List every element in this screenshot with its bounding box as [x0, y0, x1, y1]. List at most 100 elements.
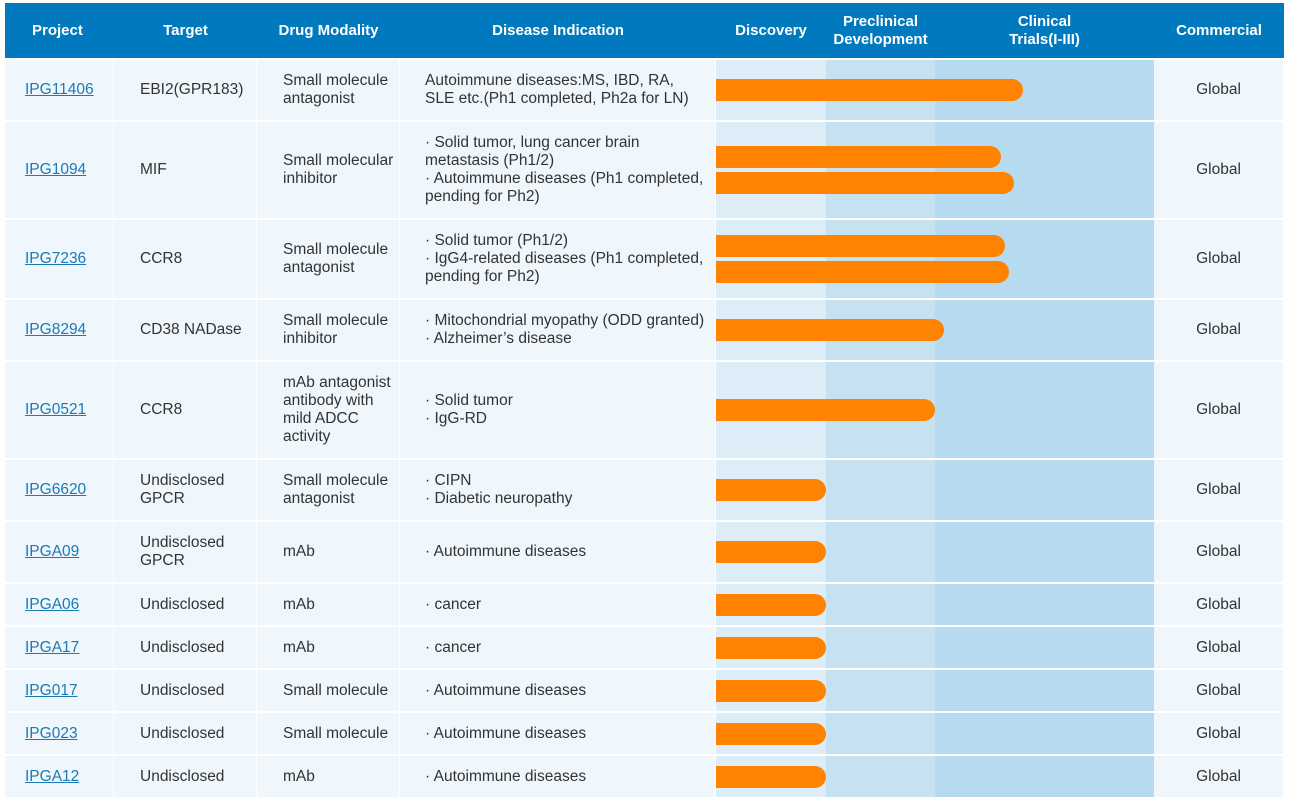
table-row: IPG7236 CCR8 Small molecule antagonist · Sol… [5, 218, 1284, 298]
target-cell: Undisclosed [114, 627, 257, 668]
phase-clinical-cell [935, 362, 1154, 458]
target-text-line: CCR8 [140, 250, 183, 267]
project-cell: IPG11406 [5, 60, 114, 120]
indication-text: · Mitochondrial myopathy (ODD granted) · … [425, 312, 704, 348]
project-link[interactable]: IPG0521 [25, 401, 87, 418]
indication-text-line: metastasis (Ph1/2) [425, 152, 555, 169]
modality-cell: Small molecule antagonist [257, 220, 400, 298]
table-header: Project Target Drug Modality Disease Ind… [5, 3, 1284, 58]
indication-cell: · Solid tumor (Ph1/2) · IgG4-related dise… [400, 220, 716, 298]
target-text: Undisclosed [140, 768, 224, 786]
pipeline-table: Project Target Drug Modality Disease Ind… [5, 3, 1284, 797]
header-clinical: Clinical Trials(I-III) [1009, 12, 1080, 48]
project-link[interactable]: IPG023 [25, 724, 78, 742]
project-link[interactable]: IPGA09 [25, 543, 80, 560]
progress-bars [716, 522, 1154, 582]
progress-bar [716, 79, 1023, 101]
project-link[interactable]: IPG8294 [25, 321, 87, 338]
indication-text: · Autoimmune diseases [425, 682, 586, 700]
target-text: CCR8 [140, 250, 182, 268]
target-text-line: GPCR [140, 490, 185, 507]
indication-cell: · Solid tumor · IgG-RD [400, 362, 716, 458]
indication-text: · Autoimmune diseases [425, 725, 586, 743]
project-cell: IPGA17 [5, 627, 114, 668]
modality-text-line: antagonist [283, 90, 355, 107]
commercial-cell: Global [1154, 756, 1284, 797]
target-text: Undisclosed [140, 596, 224, 614]
phase-clinical-cell [935, 300, 1154, 360]
progress-bars [716, 756, 1154, 797]
commercial-cell: Global [1154, 460, 1284, 520]
target-cell: Undisclosed GPCR [114, 522, 257, 582]
indication-cell: · Autoimmune diseases [400, 756, 716, 797]
progress-bar [716, 172, 1014, 194]
commercial-cell: Global [1154, 584, 1284, 625]
modality-cell: Small molecular inhibitor [257, 122, 400, 218]
project-link[interactable]: IPGA06 [25, 595, 80, 613]
target-text-line: Undisclosed [140, 534, 225, 551]
target-text-line: Undisclosed [140, 681, 225, 699]
project-link[interactable]: IPG7236 [25, 250, 87, 267]
project-link[interactable]: IPG1094 [25, 161, 87, 178]
project-cell: IPG017 [5, 670, 114, 711]
project-link[interactable]: IPG11406 [25, 81, 94, 98]
modality-text: Small molecule antagonist [283, 472, 388, 508]
progress-bar [716, 541, 826, 563]
indication-text-line: · cancer [425, 638, 481, 656]
indication-text-line: · Mitochondrial myopathy (ODD granted) [425, 312, 705, 329]
header-project: Project [32, 21, 83, 39]
target-text-line: Undisclosed [140, 638, 225, 656]
indication-text: Autoimmune diseases:MS, IBD, RA, SLE etc.… [425, 72, 689, 108]
header-preclinical: Preclinical Development [833, 12, 928, 48]
target-cell: CCR8 [114, 220, 257, 298]
project-cell: IPGA09 [5, 522, 114, 582]
target-cell: CD38 NADase [114, 300, 257, 360]
target-cell: Undisclosed [114, 756, 257, 797]
target-text: Undisclosed GPCR [140, 534, 224, 570]
header-discovery: Discovery [735, 21, 807, 39]
modality-text-line: mAb [283, 767, 315, 785]
progress-bar [716, 399, 935, 421]
indication-text-line: · Autoimmune diseases (Ph1 completed, [425, 170, 704, 187]
target-text-line: MIF [140, 161, 167, 178]
commercial-cell: Global [1154, 362, 1284, 458]
indication-text: · Solid tumor (Ph1/2) · IgG4-related dise… [425, 232, 703, 286]
commercial-cell: Global [1154, 627, 1284, 668]
modality-cell: mAb antagonist antibody with mild ADCC acti… [257, 362, 400, 458]
indication-text-line: Autoimmune diseases:MS, IBD, RA, [425, 72, 674, 89]
project-link[interactable]: IPG6620 [25, 481, 87, 498]
indication-cell: · Autoimmune diseases [400, 670, 716, 711]
modality-text: Small molecule [283, 682, 388, 700]
table-row: IPGA06 Undisclosed mAb · cancer Global [5, 582, 1284, 625]
project-link[interactable]: IPG017 [25, 681, 78, 699]
modality-text-line: antagonist [283, 259, 355, 276]
project-cell: IPGA12 [5, 756, 114, 797]
indication-text-line: · Diabetic neuropathy [425, 490, 573, 507]
modality-text: Small molecule [283, 725, 388, 743]
indication-text-line: SLE etc.(Ph1 completed, Ph2a for LN) [425, 90, 689, 107]
indication-text-line: · cancer [425, 595, 481, 613]
phase-clinical-cell [935, 220, 1154, 298]
project-link[interactable]: IPGA12 [25, 767, 80, 785]
indication-text-line: pending for Ph2) [425, 188, 540, 205]
modality-text: mAb [283, 596, 315, 614]
progress-bars [716, 220, 1154, 298]
target-cell: Undisclosed GPCR [114, 460, 257, 520]
target-text: Undisclosed [140, 725, 224, 743]
progress-bars [716, 122, 1154, 218]
progress-bar [716, 679, 826, 702]
indication-cell: · cancer [400, 627, 716, 668]
project-cell: IPGA06 [5, 584, 114, 625]
progress-bars [716, 300, 1154, 360]
progress-bars [716, 460, 1154, 520]
modality-cell: mAb [257, 584, 400, 625]
project-link[interactable]: IPGA17 [25, 638, 80, 656]
progress-bars [716, 362, 1154, 458]
target-text-line: EBI2(GPR183) [140, 81, 244, 98]
target-text-line: GPCR [140, 552, 185, 569]
modality-text-line: inhibitor [283, 330, 338, 347]
modality-text-line: mAb [283, 638, 315, 656]
modality-cell: Small molecule [257, 713, 400, 754]
target-text-line: CD38 NADase [140, 321, 242, 338]
phase-clinical-cell [935, 522, 1154, 582]
